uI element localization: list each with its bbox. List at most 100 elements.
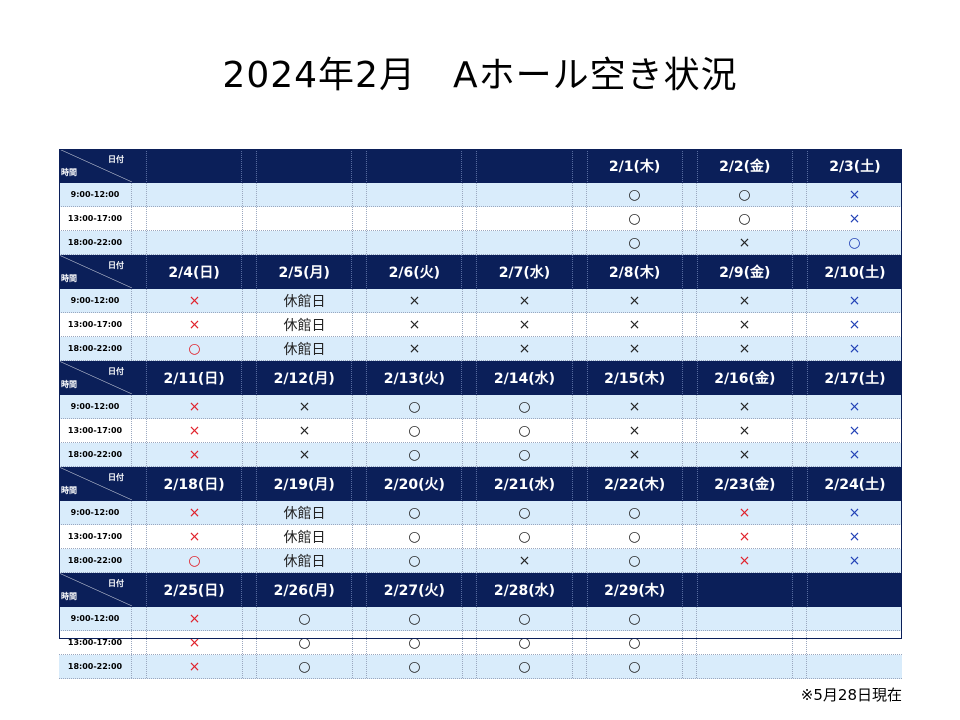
unavailable-mark: ×	[738, 292, 751, 309]
cell-spacer	[572, 395, 586, 418]
cell-spacer	[352, 631, 366, 654]
availability-cell: ×	[806, 443, 902, 466]
availability-cell: ○	[476, 655, 572, 678]
day-header: 2/15(木)	[586, 361, 682, 394]
availability-cell: 休館日	[256, 549, 352, 572]
availability-cell: ×	[366, 337, 462, 360]
availability-cell: ○	[476, 525, 572, 548]
cell-spacer	[682, 501, 696, 524]
cell-spacer	[352, 207, 366, 230]
table-row: 13:00-17:00 × ○ ○ ○ ○	[59, 631, 902, 655]
availability-cell: ×	[476, 549, 572, 572]
unavailable-mark: ×	[738, 528, 751, 545]
availability-cell	[146, 183, 242, 206]
cell-spacer	[682, 183, 696, 206]
header-corner: 日付 時間	[59, 573, 132, 606]
availability-cell	[696, 655, 792, 678]
available-mark: ○	[408, 504, 421, 521]
day-header	[476, 149, 571, 182]
day-header: 2/6(火)	[366, 255, 461, 288]
available-mark: ○	[518, 658, 531, 675]
cell-spacer	[352, 289, 366, 312]
availability-cell: ×	[146, 443, 242, 466]
time-slot-label: 18:00-22:00	[59, 655, 132, 678]
day-header: 2/26(月)	[256, 573, 351, 606]
header-spacer	[461, 361, 476, 394]
availability-table: 日付 時間 2/1(木) 2/2(金) 2/3(土) 9:00-12:00 ○ ○ × 13:00…	[59, 149, 902, 679]
availability-cell: ×	[696, 231, 792, 254]
unavailable-mark: ×	[188, 504, 201, 521]
unavailable-mark: ×	[408, 316, 421, 333]
time-slot-label: 18:00-22:00	[59, 231, 132, 254]
day-header: 2/20(火)	[366, 467, 461, 500]
cell-spacer	[352, 183, 366, 206]
time-slot-label: 9:00-12:00	[59, 289, 132, 312]
day-header: 2/17(土)	[806, 361, 902, 394]
availability-cell: ×	[696, 289, 792, 312]
cell-spacer	[132, 607, 146, 630]
availability-cell	[366, 207, 462, 230]
availability-cell	[476, 183, 572, 206]
unavailable-mark: ×	[298, 446, 311, 463]
day-header: 2/16(金)	[696, 361, 792, 394]
week-header-row: 日付 時間 2/18(日) 2/19(月) 2/20(火) 2/21(水) 2/22(木) 2…	[59, 467, 902, 501]
time-slot-label: 9:00-12:00	[59, 501, 132, 524]
cell-spacer	[132, 337, 146, 360]
time-slot-label: 18:00-22:00	[59, 443, 132, 466]
availability-cell: ×	[586, 313, 682, 336]
availability-cell: ×	[806, 337, 902, 360]
cell-spacer	[462, 631, 476, 654]
cell-spacer	[462, 607, 476, 630]
cell-spacer	[572, 607, 586, 630]
availability-cell: ×	[586, 289, 682, 312]
cell-spacer	[682, 655, 696, 678]
cell-spacer	[242, 443, 256, 466]
availability-cell: ×	[586, 337, 682, 360]
availability-cell	[366, 183, 462, 206]
day-header: 2/8(木)	[586, 255, 682, 288]
cell-spacer	[352, 549, 366, 572]
cell-spacer	[352, 337, 366, 360]
corner-time-label: 時間	[61, 274, 77, 283]
unavailable-mark: ×	[188, 658, 201, 675]
header-spacer	[241, 361, 256, 394]
unavailable-mark: ×	[628, 292, 641, 309]
available-mark: ○	[298, 634, 311, 651]
day-header: 2/18(日)	[146, 467, 241, 500]
available-mark: ○	[298, 658, 311, 675]
availability-cell: ×	[146, 289, 242, 312]
unavailable-mark: ×	[188, 398, 201, 415]
availability-cell: ○	[256, 631, 352, 654]
cell-spacer	[132, 549, 146, 572]
cell-spacer	[242, 395, 256, 418]
table-row: 13:00-17:00 × 休館日 ○ ○ ○ × ×	[59, 525, 902, 549]
cell-spacer	[462, 289, 476, 312]
availability-cell	[696, 631, 792, 654]
header-spacer	[132, 467, 146, 500]
cell-spacer	[572, 289, 586, 312]
day-header	[146, 149, 241, 182]
availability-cell: ×	[696, 395, 792, 418]
time-slot-label: 9:00-12:00	[59, 607, 132, 630]
header-spacer	[571, 149, 587, 182]
unavailable-mark: ×	[188, 316, 201, 333]
unavailable-mark: ×	[628, 316, 641, 333]
available-mark: ○	[628, 610, 641, 627]
availability-cell: ○	[586, 549, 682, 572]
table-row: 9:00-12:00 × 休館日 × × × × ×	[59, 289, 902, 313]
header-spacer	[461, 149, 476, 182]
cell-spacer	[352, 313, 366, 336]
availability-cell: ○	[366, 607, 462, 630]
cell-spacer	[242, 207, 256, 230]
cell-spacer	[132, 501, 146, 524]
availability-cell: ×	[256, 419, 352, 442]
time-slot-label: 9:00-12:00	[59, 183, 132, 206]
available-mark: ○	[408, 634, 421, 651]
availability-cell: ○	[366, 395, 462, 418]
available-mark: ○	[628, 552, 641, 569]
day-header: 2/28(水)	[476, 573, 571, 606]
cell-spacer	[462, 231, 476, 254]
cell-spacer	[792, 549, 806, 572]
cell-spacer	[572, 549, 586, 572]
cell-spacer	[462, 525, 476, 548]
